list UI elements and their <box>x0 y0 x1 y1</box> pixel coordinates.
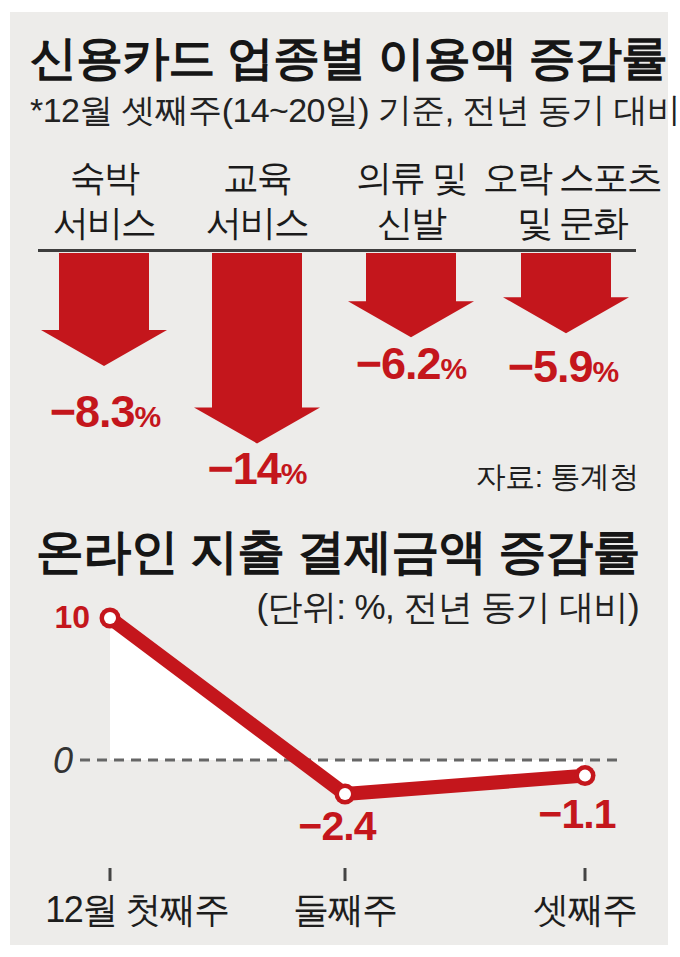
category-label-leisure: 오락 스포츠 및 문화 <box>483 155 661 245</box>
xaxis-label-week2: 둘째주 <box>293 886 397 934</box>
section1-subtitle: *12월 셋째주(14~20일) 기준, 전년 동기 대비 <box>30 88 680 134</box>
category-label-lodging: 숙박 서비스 <box>53 155 155 245</box>
xaxis-label-week3: 셋째주 <box>533 886 637 934</box>
section2-subtitle: (단위: %, 전년 동기 대비) <box>256 584 639 631</box>
category-label-education: 교육 서비스 <box>206 155 308 245</box>
category-label-clothing: 의류 및 신발 <box>356 155 466 245</box>
value-label-lodging: −8.3% <box>50 386 161 443</box>
section2-title: 온라인 지출 결제금액 증감률 <box>36 520 640 584</box>
data-source: 자료: 통계청 <box>476 458 639 496</box>
section1-title: 신용카드 업종별 이용액 증감률 <box>30 27 667 90</box>
value-label-education: −14% <box>207 443 306 500</box>
infographic-root: 신용카드 업종별 이용액 증감률 *12월 셋째주(14~20일) 기준, 전년… <box>0 0 680 957</box>
ytick-10: 10 <box>30 593 90 641</box>
ytick-0: 0 <box>20 737 73 785</box>
point-label-week2: −2.4 <box>299 801 376 851</box>
axis-baseline <box>38 249 636 252</box>
value-label-clothing: −6.2% <box>356 338 467 395</box>
point-label-week3: −1.1 <box>539 789 616 839</box>
xaxis-label-week1: 12월 첫째주 <box>45 886 229 934</box>
value-label-leisure: −5.9% <box>508 341 619 398</box>
